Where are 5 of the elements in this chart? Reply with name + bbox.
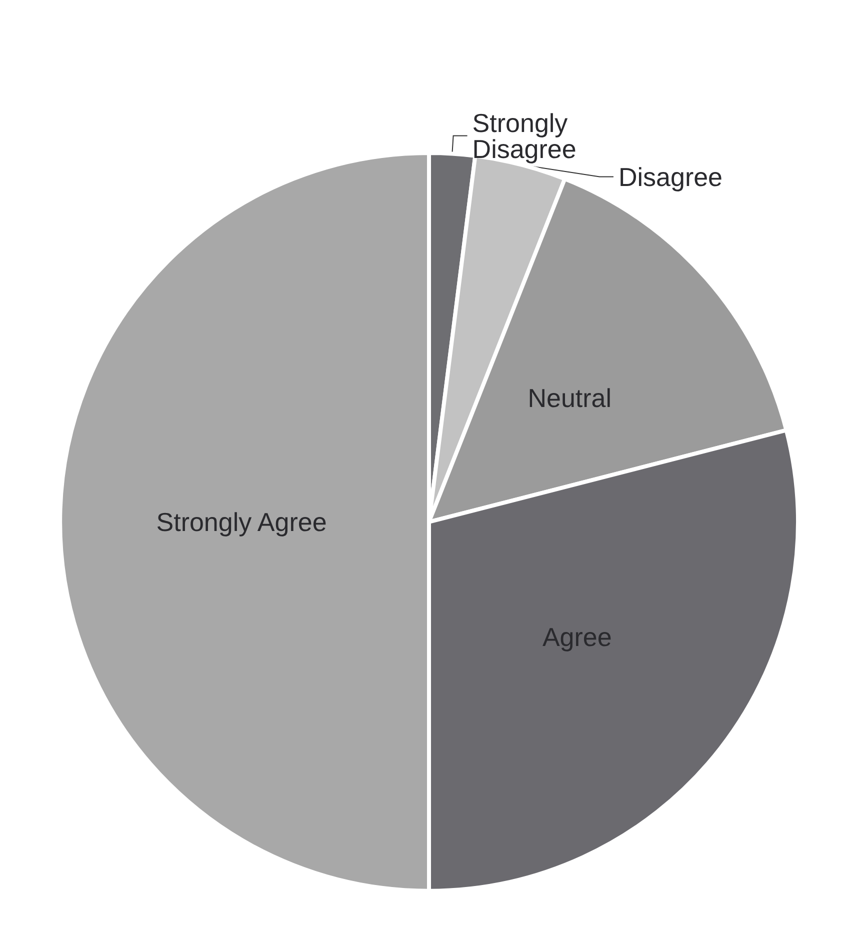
slice-label: Strongly Disagree [472,108,576,164]
slice-label: Disagree [618,162,723,192]
slice-label: Strongly Agree [156,506,327,537]
slice-label: Neutral [528,382,612,413]
slice-label: Agree [542,622,612,652]
